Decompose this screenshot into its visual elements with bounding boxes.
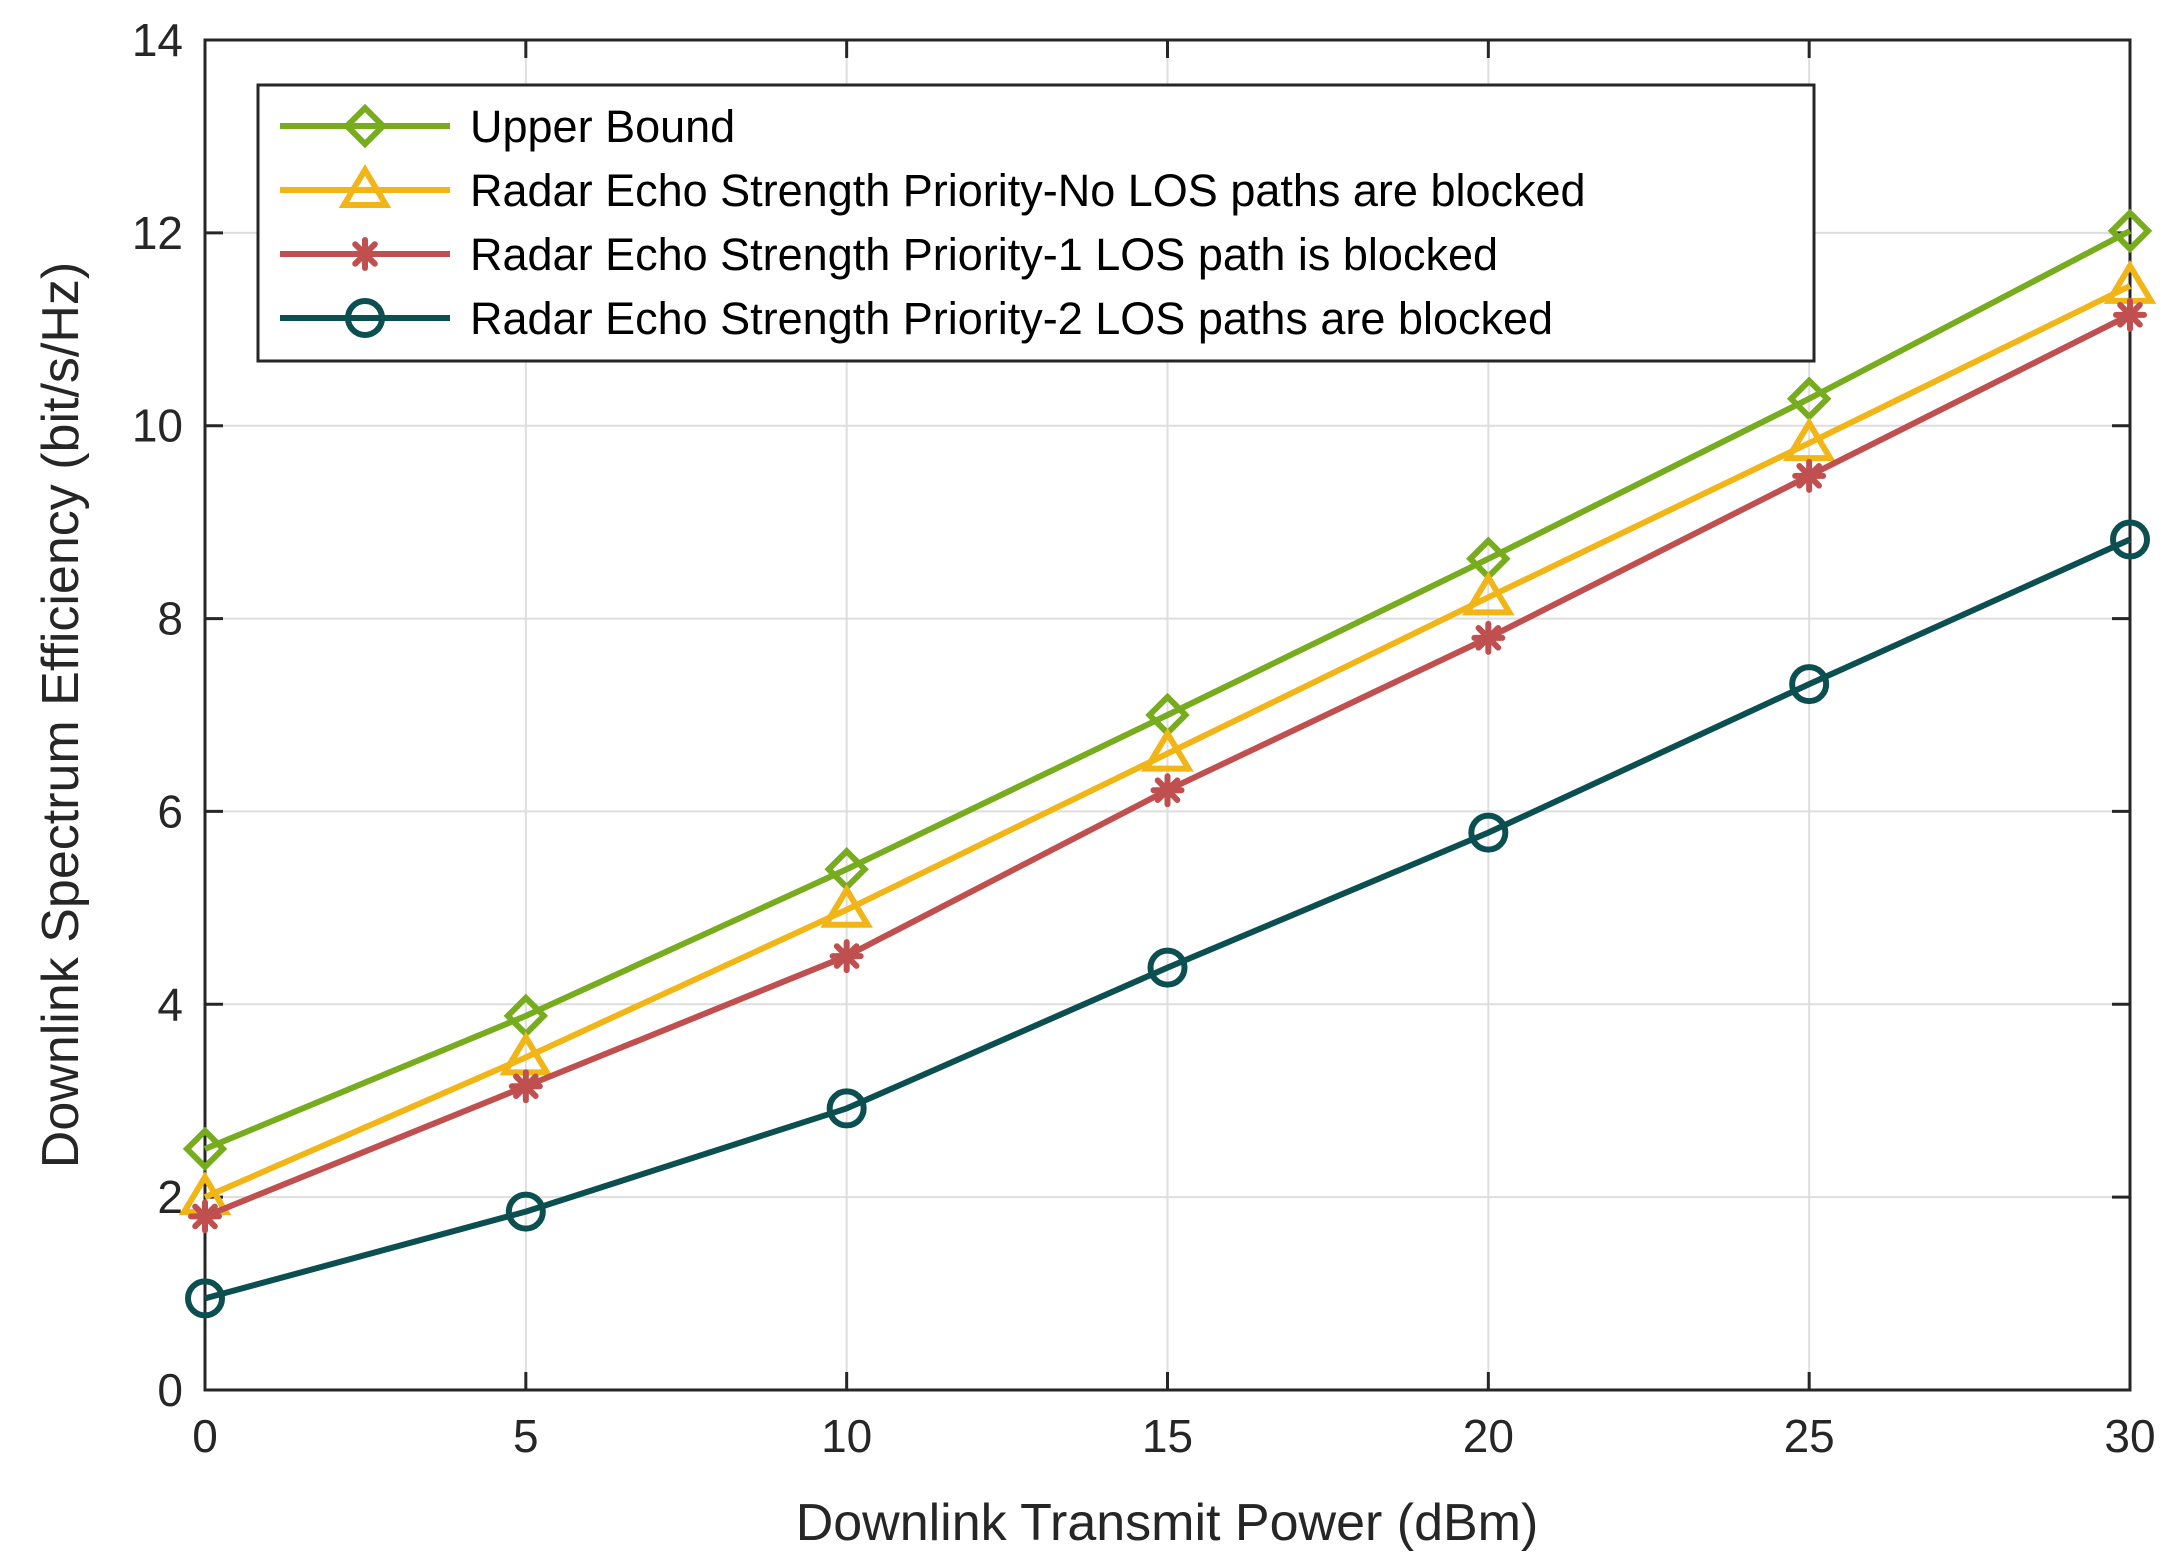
legend-swatch-marker	[342, 103, 388, 149]
x-tick-label: 10	[821, 1410, 872, 1462]
legend-swatch-marker	[345, 298, 385, 338]
series-line	[203, 283, 2132, 1200]
data-point	[1792, 458, 1827, 493]
legend-label: Radar Echo Strength Priority-No LOS path…	[470, 165, 1586, 216]
series-3	[188, 297, 2147, 1234]
y-tick-label: 2	[157, 1171, 183, 1223]
series-line	[203, 228, 2132, 1152]
legend-label: Radar Echo Strength Priority-1 LOS path …	[470, 229, 1498, 280]
y-axis-label: Downlink Spectrum Efficiency (bit/s/Hz)	[32, 262, 90, 1168]
data-point	[2113, 297, 2147, 332]
series-2	[178, 260, 2157, 1216]
series-line	[204, 536, 2132, 1302]
x-tick-label: 25	[1784, 1410, 1835, 1462]
axis-ticks: 0 5 10 15 20 25 30 0 2 4 6 8 10 12 14	[132, 14, 2156, 1462]
data-point	[1141, 727, 1194, 772]
data-point	[2107, 208, 2153, 254]
legend: Upper Bound Radar Echo Strength Priority-…	[256, 83, 1816, 363]
data-point	[188, 1199, 222, 1234]
x-tick-label: 15	[1142, 1410, 1193, 1462]
legend-box	[256, 83, 1816, 363]
data-point	[1147, 947, 1188, 988]
data-point	[1150, 773, 1185, 808]
data-point	[1471, 620, 1506, 655]
data-point	[820, 883, 873, 928]
data-point	[1468, 812, 1509, 853]
data-point	[826, 1088, 867, 1129]
y-tick-label: 8	[157, 593, 183, 645]
y-tick-label: 6	[157, 785, 183, 837]
data-point	[508, 1069, 543, 1104]
legend-label: Upper Bound	[470, 101, 735, 152]
x-tick-label: 5	[513, 1410, 539, 1462]
legend-swatch-marker	[338, 164, 392, 208]
x-axis-label: Downlink Transmit Power (dBm)	[796, 1494, 1539, 1552]
data-point	[829, 939, 864, 974]
y-tick-label: 14	[132, 14, 183, 66]
legend-entry: Radar Echo Strength Priority-2 LOS paths…	[280, 293, 1553, 344]
data-point	[185, 1278, 225, 1319]
legend-swatch-marker	[348, 237, 382, 271]
data-point	[1789, 664, 1830, 705]
x-tick-label: 0	[192, 1410, 218, 1462]
data-point	[1462, 571, 1515, 616]
data-point	[182, 1126, 228, 1172]
legend-entry: Radar Echo Strength Priority-No LOS path…	[280, 164, 1586, 216]
legend-label: Radar Echo Strength Priority-2 LOS paths…	[470, 293, 1553, 344]
series-4	[185, 519, 2150, 1319]
data-point	[1786, 376, 1832, 421]
legend-entry: Radar Echo Strength Priority-1 LOS path …	[280, 229, 1498, 280]
y-tick-label: 4	[157, 978, 183, 1030]
legend-entry: Upper Bound	[280, 101, 735, 152]
y-tick-label: 0	[157, 1364, 183, 1416]
data-point	[2110, 519, 2150, 560]
y-tick-label: 10	[132, 400, 183, 452]
y-tick-label: 12	[132, 207, 183, 259]
data-point	[1782, 417, 1836, 462]
series-layer	[178, 208, 2157, 1319]
x-tick-label: 20	[1463, 1410, 1514, 1462]
x-tick-label: 30	[2104, 1410, 2155, 1462]
data-point	[505, 1191, 546, 1232]
